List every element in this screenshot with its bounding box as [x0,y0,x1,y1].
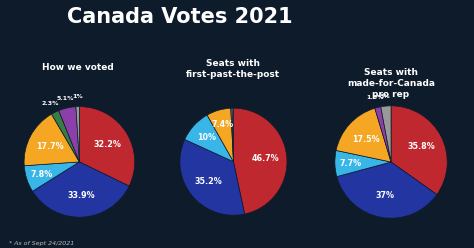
Text: * As of Sept 24/2021: * As of Sept 24/2021 [9,241,75,246]
Text: 17.7%: 17.7% [36,142,64,151]
Wedge shape [381,106,391,162]
Wedge shape [180,139,245,215]
Text: 1%: 1% [72,94,83,99]
Wedge shape [233,108,287,214]
Text: 35.8%: 35.8% [407,142,435,151]
Wedge shape [337,162,437,218]
Text: 1.8%: 1.8% [367,95,384,100]
Wedge shape [52,111,79,162]
Wedge shape [24,114,79,166]
Wedge shape [59,107,79,162]
Wedge shape [232,108,234,162]
Wedge shape [24,162,79,191]
Wedge shape [336,108,391,162]
Text: 7.4%: 7.4% [211,120,234,129]
Wedge shape [231,108,233,162]
Wedge shape [375,107,391,162]
Wedge shape [79,107,135,186]
Wedge shape [335,151,391,177]
Text: 3%: 3% [380,93,391,98]
Text: 35.2%: 35.2% [194,177,222,186]
Wedge shape [185,115,233,162]
Text: Seats with
made-for-Canada
pro rep: Seats with made-for-Canada pro rep [347,68,435,99]
Text: 37%: 37% [375,191,395,200]
Text: 7.8%: 7.8% [30,170,53,179]
Wedge shape [76,107,79,162]
Text: How we voted: How we voted [42,63,114,72]
Text: Canada Votes 2021: Canada Votes 2021 [67,7,293,28]
Wedge shape [33,162,129,217]
Text: 7.7%: 7.7% [339,159,362,168]
Text: 2.3%: 2.3% [42,101,59,106]
Wedge shape [207,108,233,162]
Text: Seats with
first-past-the-post: Seats with first-past-the-post [186,59,280,79]
Text: 5.1%: 5.1% [56,96,74,101]
Text: 17.5%: 17.5% [352,135,380,144]
Wedge shape [391,106,447,194]
Text: 46.7%: 46.7% [252,154,279,163]
Text: 32.2%: 32.2% [93,140,121,149]
Text: 10%: 10% [197,133,216,142]
Text: 33.9%: 33.9% [67,190,95,200]
